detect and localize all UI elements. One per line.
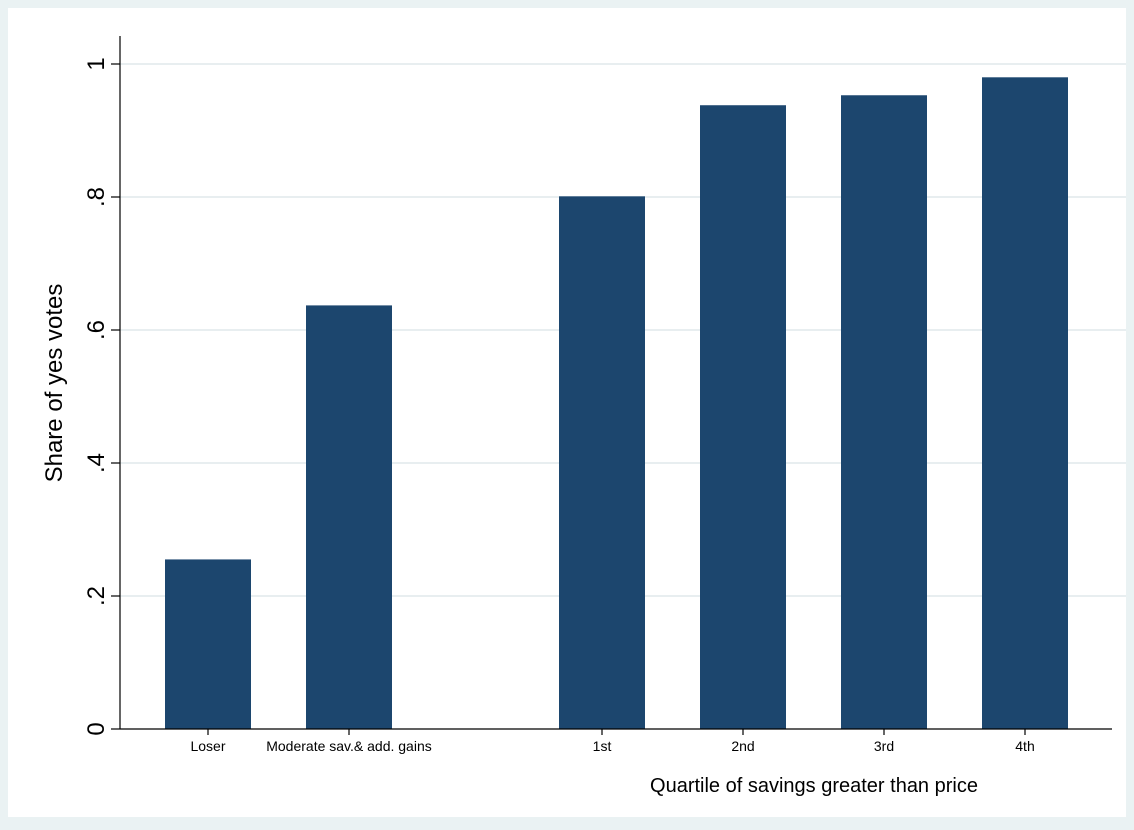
axes (119, 36, 1112, 730)
x-axis-label: Quartile of savings greater than price (650, 775, 978, 797)
y-tick-label: .6 (83, 320, 110, 340)
x-tick-label: 2nd (731, 738, 754, 754)
x-tick-label: 3rd (874, 738, 894, 754)
x-tick-label: 4th (1015, 738, 1034, 754)
bars (165, 77, 1068, 730)
y-axis-ticks: 0 .2 .4 .6 .8 1 (83, 57, 120, 736)
y-tick-label: 0 (83, 722, 110, 735)
bar (559, 196, 645, 729)
x-tick-label: 1st (593, 738, 612, 754)
y-axis-label: Share of yes votes (41, 284, 68, 483)
bar (306, 305, 392, 729)
x-tick-label: Moderate sav.& add. gains (266, 738, 432, 754)
bar (165, 559, 251, 729)
y-tick-label: .8 (83, 187, 110, 207)
x-tick-label: Loser (190, 738, 225, 754)
y-tick-label: 1 (83, 57, 110, 70)
bar (700, 105, 786, 730)
bar (982, 77, 1068, 730)
y-tick-label: .4 (83, 453, 110, 473)
bar (841, 95, 927, 729)
x-axis-ticks: Loser Moderate sav.& add. gains 1st 2nd 3rd 4… (190, 729, 1035, 754)
y-tick-label: .2 (83, 586, 110, 606)
